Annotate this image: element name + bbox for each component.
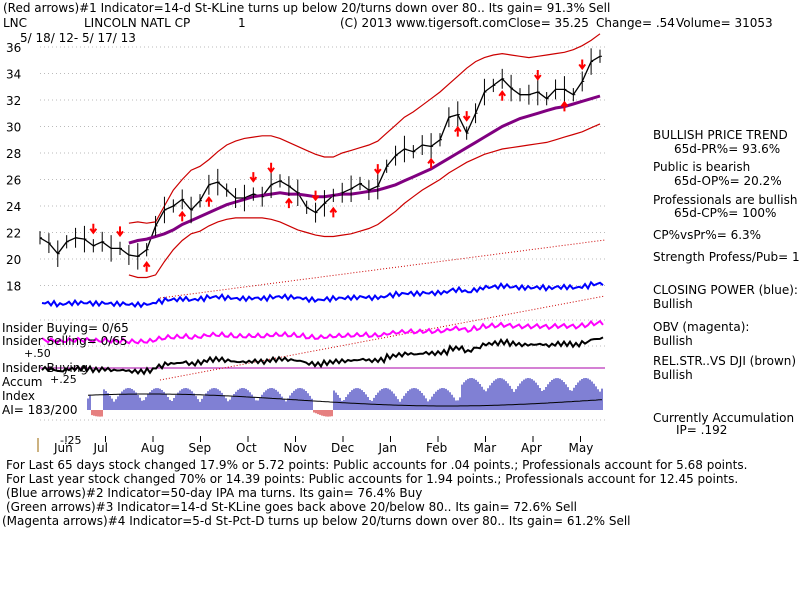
strength-profess-pub: Strength Profess/Pub= 14: [653, 250, 800, 264]
relstr-label: REL.STR..VS DJI (brown): [653, 354, 797, 368]
x-tick-label: Aug: [141, 441, 164, 455]
pr-percent: 65d-PR%= 93.6%: [674, 142, 781, 156]
obv-status: Bullish: [653, 334, 693, 348]
x-tick-label: Sep: [189, 441, 212, 455]
x-tick-labels: Jun Jul Aug Sep Oct Nov Dec Jan Feb Mar Apr May: [37, 436, 594, 455]
accum-ma-line: [87, 393, 603, 407]
accum-label: Accum: [2, 375, 43, 389]
indicator-1-legend: (Red arrows)#1 Indicator=14-d St-KLine t…: [3, 1, 611, 15]
ticker: LNC: [3, 16, 28, 30]
sell-arrow: [533, 70, 542, 81]
signal-arrows: [89, 59, 587, 272]
insider-selling: Insider Selling= 0/65: [2, 334, 128, 348]
cp-percent: 65d-CP%= 100%: [674, 206, 777, 220]
x-tick-label: May: [569, 441, 594, 455]
buy-arrow: [498, 90, 507, 101]
professionals-status: Professionals are bullish: [653, 193, 798, 207]
insider-buying-label: Insider Buying: [2, 361, 88, 375]
x-tick-label: Apr: [521, 441, 542, 455]
y-tick-label: 34: [6, 68, 21, 82]
x-tick-label: Mar: [474, 441, 497, 455]
bullish-price-trend: BULLISH PRICE TREND: [653, 128, 788, 142]
closing-power-trend-line: [159, 239, 606, 299]
public-status: Public is bearish: [653, 160, 751, 174]
y-tick-label: 32: [6, 94, 21, 108]
sell-arrow: [249, 172, 258, 183]
y-tick-label: 30: [6, 121, 21, 135]
sell-arrow: [462, 111, 471, 122]
buy-arrow: [453, 125, 462, 137]
cp-vs-pr: CP%vsPr%= 6.3%: [653, 228, 762, 242]
x-tick-label: Jan: [378, 441, 398, 455]
ai-value: AI= 183/200: [2, 403, 78, 417]
x-tick-label: Nov: [284, 441, 307, 455]
volume-value: Volume= 31053: [676, 16, 773, 30]
buy-arrow: [142, 261, 151, 272]
axis-plus-50: +.50: [24, 347, 51, 360]
insider-buying: Insider Buying= 0/65: [2, 321, 129, 335]
buy-arrow: [427, 157, 435, 169]
chart-number: 1: [238, 16, 246, 30]
date-range: 5/ 18/ 12- 5/ 17/ 13: [20, 31, 136, 45]
index-label: Index: [2, 389, 36, 403]
x-tick-label: Oct: [236, 441, 257, 455]
moving-average-line: [128, 94, 601, 245]
sell-arrow: [89, 223, 98, 235]
y-tick-label: 24: [6, 200, 21, 214]
copyright: (C) 2013 www.tigersoft.com: [340, 16, 508, 30]
indicator-4-legend: (Magenta arrows)#4 Indicator=5-d St-Pct-…: [2, 514, 631, 528]
buy-arrow: [329, 206, 338, 218]
ip-value: IP= .192: [676, 423, 728, 437]
closing-power-label: CLOSING POWER (blue):: [653, 283, 798, 297]
close-value: Close= 35.25: [508, 16, 589, 30]
summary-last-year: For Last year stock changed 70% or 14.39…: [6, 472, 739, 486]
x-tick-label: Dec: [331, 441, 354, 455]
sell-arrow: [311, 190, 320, 202]
sell-arrow: [578, 59, 587, 71]
buy-arrow: [178, 210, 187, 222]
buy-arrow: [205, 196, 213, 207]
y-tick-labels: 18 20 22 24 26 28 30 32 34 36: [6, 41, 21, 294]
summary-65-days: For Last 65 days stock changed 17.9% or …: [6, 458, 748, 472]
company-name: LINCOLN NATL CP: [84, 16, 191, 30]
obv-trend-line: [159, 295, 606, 381]
change-value: Change= .54: [596, 16, 675, 30]
y-tick-label: 18: [6, 280, 21, 294]
indicator-2-legend: (Blue arrows)#2 Indicator=50-day IPA ma …: [6, 486, 423, 500]
y-tick-label: 20: [6, 253, 21, 267]
indicator-3-legend: (Green arrows)#3 Indicator=14-d St-KLine…: [6, 500, 578, 514]
sell-arrow: [267, 162, 275, 174]
lower-band-line: [128, 123, 601, 279]
accumulation-status: Currently Accumulation: [653, 411, 795, 425]
buy-arrow: [285, 197, 293, 209]
op-percent: 65d-OP%= 20.2%: [674, 174, 782, 188]
axis-plus-25: +.25: [50, 373, 77, 386]
axis-minus-25: -.25: [60, 434, 82, 447]
relstr-status: Bullish: [653, 368, 693, 382]
x-tick-label: Jul: [93, 441, 108, 455]
x-tick-label: Jun: [53, 441, 73, 455]
price-series: [39, 33, 602, 279]
price-line: [39, 55, 601, 258]
y-tick-label: 36: [6, 41, 21, 55]
y-tick-label: 28: [6, 147, 21, 161]
accumulation-index-bars: [87, 378, 603, 417]
obv-line: [41, 319, 604, 345]
relative-strength-line: [41, 336, 604, 376]
upper-band-line: [128, 33, 601, 224]
y-tick-label: 22: [6, 227, 21, 241]
closing-power-status: Bullish: [653, 297, 693, 311]
obv-label: OBV (magenta):: [653, 320, 750, 334]
buy-arrow: [560, 100, 569, 112]
sell-arrow: [116, 226, 124, 238]
x-tick-label: Feb: [426, 441, 447, 455]
closing-power-line: [41, 280, 604, 309]
sell-arrow: [373, 164, 382, 175]
y-tick-label: 26: [6, 174, 21, 188]
